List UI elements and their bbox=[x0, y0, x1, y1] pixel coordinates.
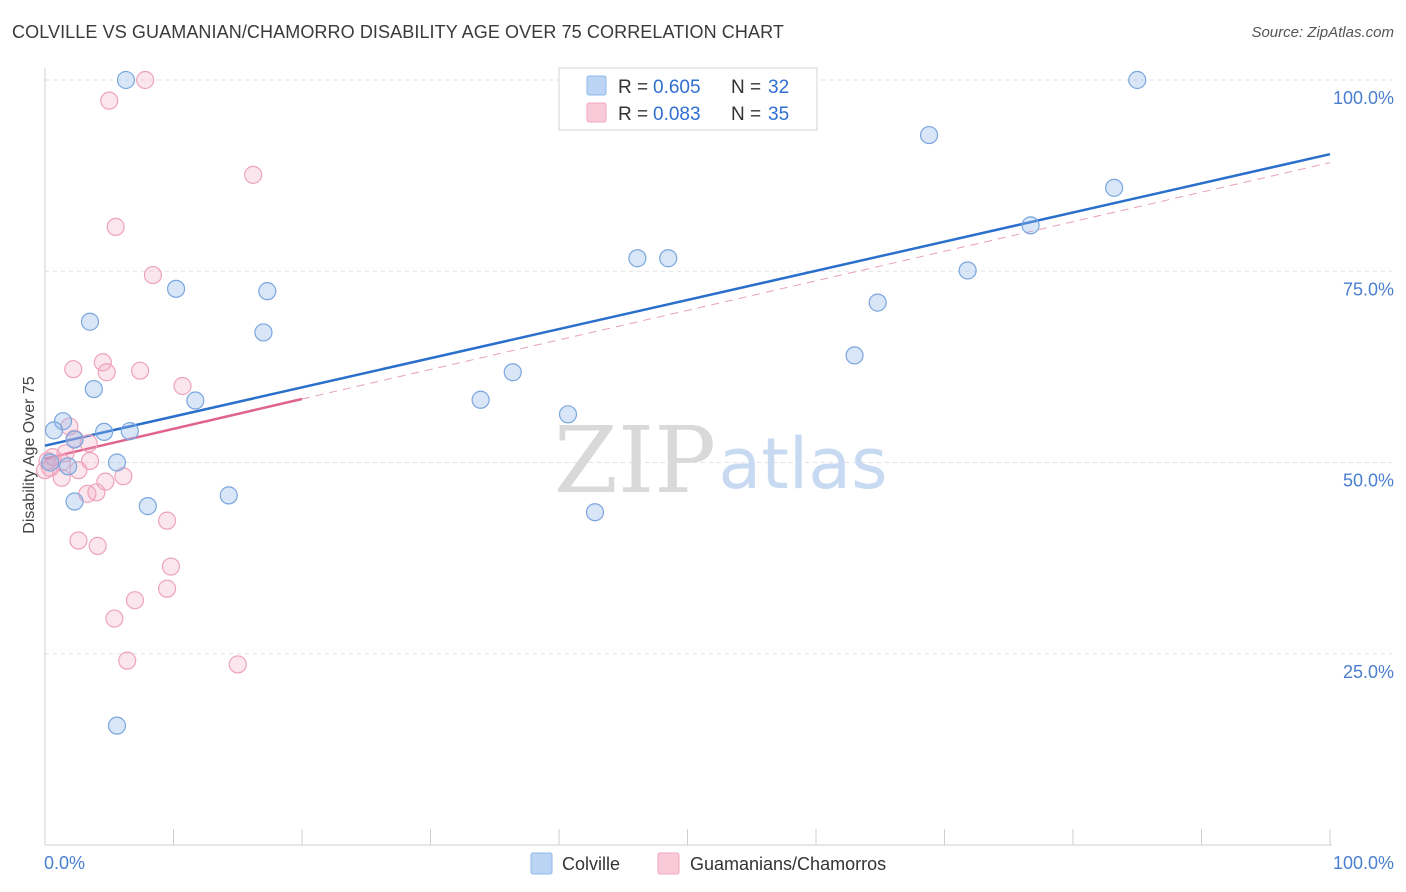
trend-line-guam-extension bbox=[301, 162, 1331, 400]
data-point-colville bbox=[80, 312, 100, 331]
data-point-colville bbox=[1021, 216, 1040, 235]
data-point-guam bbox=[118, 651, 137, 670]
bottom-legend-swatch-guam bbox=[657, 852, 680, 875]
data-point-guam bbox=[87, 483, 106, 502]
series-guamanians-points bbox=[35, 70, 263, 674]
data-point-guam bbox=[130, 361, 150, 380]
y-tick-label: 50.0% bbox=[1343, 471, 1394, 491]
data-point-guam bbox=[69, 461, 88, 480]
data-point-colville bbox=[65, 492, 84, 511]
data-point-guam bbox=[93, 353, 112, 372]
data-point-guam bbox=[228, 655, 247, 674]
data-point-colville bbox=[116, 70, 136, 90]
y-axis-title: Disability Age Over 75 bbox=[21, 376, 38, 534]
data-point-colville bbox=[958, 261, 977, 280]
source-label: Source: ZipAtlas.com bbox=[1251, 24, 1394, 41]
data-point-colville bbox=[65, 430, 84, 449]
legend-n-label-guam: N = bbox=[731, 104, 761, 125]
data-point-colville bbox=[1128, 70, 1147, 90]
legend-r-value-colville: 0.605 bbox=[653, 77, 701, 98]
legend-swatch-colville bbox=[586, 75, 607, 96]
data-point-colville bbox=[254, 323, 273, 342]
data-point-colville bbox=[166, 279, 186, 298]
data-point-colville bbox=[59, 457, 78, 476]
grid-lines bbox=[45, 79, 1392, 655]
y-tick-label: 75.0% bbox=[1343, 279, 1394, 299]
bottom-legend-swatch-colville bbox=[530, 852, 553, 875]
data-point-guam bbox=[244, 165, 263, 184]
data-point-colville bbox=[107, 453, 127, 472]
watermark-zip: ZIP bbox=[554, 407, 716, 514]
data-point-colville bbox=[186, 391, 205, 410]
legend-r-label-colville: R = bbox=[618, 77, 648, 98]
data-point-guam bbox=[69, 531, 88, 550]
x-axis-ticks bbox=[173, 829, 1331, 845]
data-point-colville bbox=[138, 497, 157, 516]
data-point-colville bbox=[919, 125, 939, 145]
trend-lines bbox=[44, 152, 1331, 460]
x-tick-label-max: 100.0% bbox=[1333, 853, 1394, 873]
data-point-guam bbox=[105, 609, 124, 628]
data-point-colville bbox=[628, 249, 647, 268]
data-point-guam bbox=[64, 360, 83, 379]
data-point-colville bbox=[1105, 178, 1124, 197]
data-point-guam bbox=[100, 91, 119, 110]
data-point-colville bbox=[503, 363, 522, 382]
legend-r-value-guam: 0.083 bbox=[653, 104, 701, 125]
data-point-guam bbox=[157, 511, 177, 530]
bottom-legend-label-colville: Colville bbox=[562, 854, 620, 874]
data-point-colville bbox=[107, 716, 127, 735]
data-point-colville bbox=[44, 421, 64, 440]
data-point-colville bbox=[258, 282, 277, 301]
data-point-colville bbox=[95, 422, 114, 441]
watermark-atlas: atlas bbox=[718, 423, 887, 505]
data-point-colville bbox=[659, 249, 678, 268]
data-point-colville bbox=[585, 503, 605, 522]
legend-n-label-colville: N = bbox=[731, 77, 761, 98]
data-point-colville bbox=[41, 453, 60, 472]
trend-line-guam bbox=[44, 397, 303, 460]
data-point-guam bbox=[88, 536, 107, 555]
data-point-guam bbox=[157, 579, 177, 598]
data-point-colville bbox=[120, 422, 139, 441]
y-tick-label: 25.0% bbox=[1343, 662, 1394, 682]
y-tick-labels: 25.0% 50.0% 75.0% 100.0% bbox=[1333, 88, 1394, 682]
series-colville-points bbox=[41, 70, 1147, 735]
data-point-guam bbox=[136, 70, 155, 90]
data-point-colville bbox=[558, 405, 578, 424]
data-point-colville bbox=[219, 486, 238, 505]
legend-r-label-guam: R = bbox=[618, 104, 648, 125]
bottom-legend-label-guam: Guamanians/Chamorros bbox=[690, 854, 886, 874]
chart-title: COLVILLE VS GUAMANIAN/CHAMORRO DISABILIT… bbox=[12, 22, 784, 42]
x-tick-label-min: 0.0% bbox=[44, 853, 85, 873]
data-point-guam bbox=[125, 591, 145, 610]
data-point-guam bbox=[52, 468, 71, 487]
data-point-colville bbox=[471, 390, 490, 409]
data-point-guam bbox=[97, 363, 116, 382]
legend-swatch-guam bbox=[586, 102, 607, 123]
legend-n-value-colville: 32 bbox=[768, 77, 789, 98]
data-point-guam bbox=[173, 376, 192, 396]
data-point-colville bbox=[84, 379, 103, 399]
data-point-colville bbox=[845, 346, 864, 365]
data-point-guam bbox=[106, 217, 125, 236]
legend-n-value-guam: 35 bbox=[768, 104, 789, 125]
data-point-guam bbox=[79, 434, 98, 453]
data-point-guam bbox=[143, 265, 163, 285]
y-tick-label: 100.0% bbox=[1333, 88, 1394, 108]
stats-legend: R = 0.605 N = 32 R = 0.083 N = 35 bbox=[558, 67, 818, 131]
trend-line-colville bbox=[44, 152, 1331, 447]
data-point-guam bbox=[161, 557, 181, 576]
data-point-colville bbox=[868, 293, 887, 312]
series-legend: Colville Guamanians/Chamorros bbox=[530, 852, 886, 875]
